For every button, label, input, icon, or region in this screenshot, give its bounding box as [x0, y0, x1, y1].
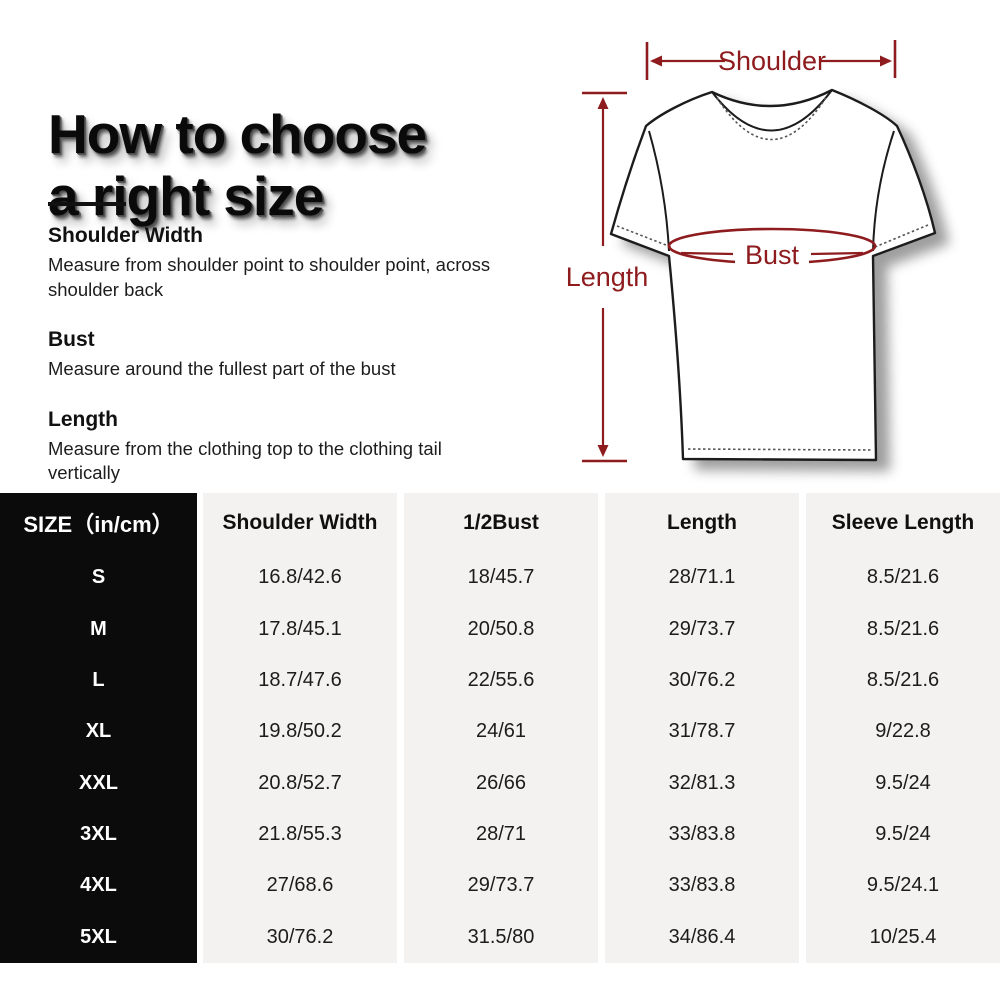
value-cell: 18.7/47.6 — [258, 668, 342, 691]
title-underline — [48, 202, 126, 206]
guide-body-length: Measure from the clothing top to the clo… — [48, 437, 442, 484]
length-column: Length 28/71.1 29/73.7 30/76.2 31/78.7 3… — [605, 493, 799, 963]
page-title: How to choose a right size — [48, 102, 427, 227]
size-label: M — [90, 617, 107, 640]
size-label: XXL — [79, 771, 118, 794]
size-column-header: SIZE（in/cm） — [23, 511, 174, 537]
value-cell: 34/86.4 — [668, 925, 736, 948]
page-title-line1: How to choose — [48, 102, 427, 165]
value-cell: 33/83.8 — [668, 874, 736, 897]
collar-stitching — [716, 95, 828, 141]
size-label: 3XL — [80, 823, 117, 846]
value-cell: 29/73.7 — [668, 617, 736, 640]
value-cell: 8.5/21.6 — [866, 668, 940, 691]
value-cell: 32/81.3 — [668, 771, 736, 794]
value-cell: 24/61 — [475, 720, 527, 743]
bust-label: Bust — [745, 240, 800, 270]
right-armhole-seam — [872, 130, 895, 252]
value-cell: 30/76.2 — [668, 668, 736, 691]
value-cell: 31/78.7 — [668, 720, 736, 743]
size-label: L — [92, 668, 105, 691]
tshirt-outline — [609, 88, 937, 462]
value-cell: 30/76.2 — [266, 925, 334, 948]
bust-connector-left — [680, 251, 734, 256]
column-header-length: Length — [667, 510, 737, 534]
shoulder-width-column: Shoulder Width 16.8/42.6 17.8/45.1 18.7/… — [203, 493, 397, 963]
collar-seam — [711, 89, 833, 132]
size-label: S — [91, 566, 106, 589]
size-table: SIZE（in/cm） S M L XL XXL 3XL 4XL 5XL Sho… — [0, 493, 1000, 963]
shoulder-label: Shoulder — [718, 46, 826, 76]
value-cell: 10/25.4 — [869, 925, 937, 948]
value-cell: 9.5/24 — [875, 823, 931, 846]
length-arrowhead-up — [597, 97, 609, 109]
guide-heading-bust: Bust — [48, 328, 95, 352]
value-cell: 8.5/21.6 — [866, 566, 940, 589]
value-cell: 9/22.8 — [875, 720, 931, 743]
value-cell: 16.8/42.6 — [258, 566, 342, 589]
value-cell: 31.5/80 — [467, 925, 535, 948]
value-cell: 21.8/55.3 — [258, 823, 342, 846]
value-cell: 26/66 — [475, 771, 527, 794]
guide-body-bust: Measure around the fullest part of the b… — [48, 358, 396, 380]
half-bust-column: 1/2Bust 18/45.7 20/50.8 22/55.6 24/61 26… — [404, 493, 598, 963]
shoulder-arrowhead-left — [650, 55, 662, 67]
hem-stitching — [687, 448, 872, 451]
tshirt-measurement-diagram: Bust Shoulder Length — [566, 40, 937, 463]
value-cell: 9.5/24.1 — [866, 874, 940, 897]
sleeve-length-column: Sleeve Length 8.5/21.6 8.5/21.6 8.5/21.6… — [806, 493, 1000, 963]
guide-heading-shoulder-width: Shoulder Width — [48, 224, 203, 247]
measurement-guide: Shoulder Width Measure from shoulder poi… — [48, 224, 498, 512]
bust-label-backdrop — [735, 241, 809, 268]
column-header-sleeve-length: Sleeve Length — [831, 510, 975, 534]
size-label: 4XL — [80, 874, 117, 897]
value-cell: 33/83.8 — [668, 823, 736, 846]
length-label: Length — [566, 262, 649, 292]
left-armhole-seam — [648, 130, 670, 252]
column-header-half-bust: 1/2Bust — [463, 510, 539, 534]
value-cell: 20.8/52.7 — [258, 771, 342, 794]
page-title-line2: a right size — [48, 164, 324, 227]
size-column: SIZE（in/cm） S M L XL XXL 3XL 4XL 5XL — [0, 493, 197, 963]
value-cell: 28/71.1 — [668, 566, 736, 589]
shoulder-arrowhead-right — [880, 55, 892, 67]
value-cell: 8.5/21.6 — [866, 617, 940, 640]
size-label: XL — [85, 720, 112, 743]
value-cell: 27/68.6 — [266, 874, 334, 897]
value-cell: 22/55.6 — [467, 668, 535, 691]
value-cell: 19.8/50.2 — [258, 720, 342, 743]
length-arrowhead-down — [597, 445, 609, 457]
value-cell: 18/45.7 — [467, 566, 535, 589]
column-header-shoulder-width: Shoulder Width — [222, 510, 378, 534]
value-cell: 17.8/45.1 — [258, 617, 342, 640]
size-label: 5XL — [80, 925, 117, 948]
value-cell: 29/73.7 — [467, 874, 535, 897]
bust-connector-right — [810, 251, 864, 256]
value-cell: 20/50.8 — [467, 617, 535, 640]
guide-body-shoulder-width: Measure from shoulder point to shoulder … — [48, 254, 491, 300]
value-cell: 28/71 — [475, 823, 527, 846]
guide-heading-length: Length — [48, 407, 118, 431]
value-cell: 9.5/24 — [875, 771, 931, 794]
